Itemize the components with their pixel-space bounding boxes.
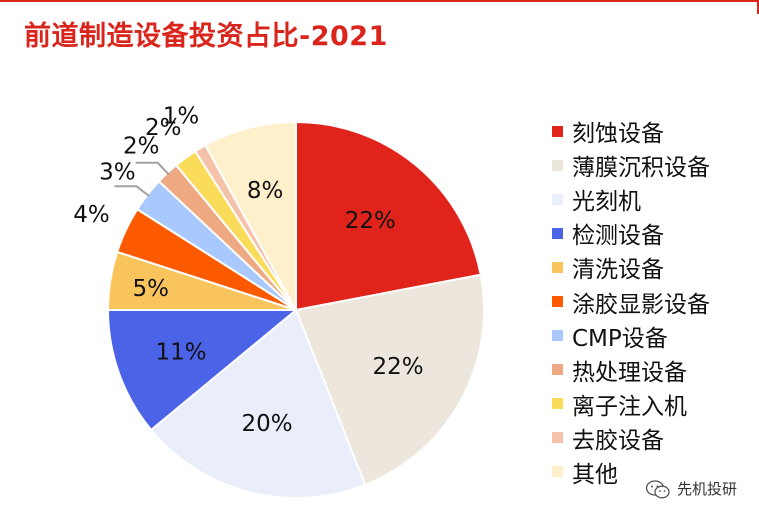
legend-label: 热处理设备 [572,359,687,386]
corner-divider [757,0,759,14]
pie-slice-8-leader-line [135,161,170,176]
legend-item: 离子注入机 [552,387,710,421]
legend-item: 去胶设备 [552,421,710,455]
legend-swatch [552,227,563,239]
legend-label: 去胶设备 [572,427,664,454]
legend-label: 检测设备 [572,223,664,250]
legend-label: 涂胶显影设备 [572,291,710,318]
pie-slice-6-label: 4% [73,202,110,228]
pie-slice-2 [294,273,485,487]
legend-item: 光刻机 [552,182,710,216]
pie-slice-11-label: 8% [247,178,284,204]
legend-label: 光刻机 [572,189,641,216]
pie-slice-8-label: 2% [123,133,160,159]
legend-label: CMP设备 [572,325,668,352]
pie-slice-10-label: 1% [163,104,200,130]
legend-swatch [552,125,563,137]
legend-swatch [552,296,563,308]
legend-item: 刻蚀设备 [552,114,710,148]
legend-item: 其他 [552,455,710,489]
pie-slice-7-leader-line [114,185,150,197]
pie-slice-2-label: 22% [373,354,424,380]
legend-item: 检测设备 [552,216,710,250]
pie-slice-4 [106,309,299,432]
legend-item: 薄膜沉积设备 [552,148,710,182]
legend-item: CMP设备 [552,319,710,353]
legend-swatch [552,364,563,376]
chart-legend: 刻蚀设备薄膜沉积设备 光刻机检测设备清洗设备涂胶显影设备 CMP设备热处理设备离子注… [552,114,710,489]
watermark: 先机投研 [645,478,737,499]
pie-slice-7-label: 3% [99,160,136,186]
wechat-icon [645,479,670,498]
pie-slice-5-label: 5% [132,276,169,302]
legend-swatch [552,193,563,205]
legend-item: 热处理设备 [552,353,710,387]
page-title: 前道制造设备投资占比-2021 [24,21,388,52]
legend-label: 刻蚀设备 [572,121,664,148]
legend-item: 清洗设备 [552,250,710,284]
pie-slice-3 [149,308,367,499]
watermark-text: 先机投研 [676,480,737,498]
pie-slice-1-label: 22% [345,208,396,234]
legend-swatch [552,159,563,171]
legend-swatch [552,432,563,444]
legend-label: 清洗设备 [572,257,664,284]
pie-slice-11 [204,120,297,311]
pie-slice-3-label: 20% [241,411,292,437]
top-divider [0,0,759,2]
pie-slice-4-label: 11% [155,339,206,365]
legend-swatch [552,261,563,273]
legend-swatch [552,398,563,410]
legend-item: 涂胶显影设备 [552,284,710,318]
legend-label: 薄膜沉积设备 [572,155,710,182]
pie-slice-1 [295,120,482,312]
pie-slice-9-label: 2% [145,115,182,141]
legend-swatch [552,330,563,342]
legend-swatch [552,466,563,478]
legend-label: 离子注入机 [572,393,687,420]
legend-label: 其他 [572,461,618,488]
